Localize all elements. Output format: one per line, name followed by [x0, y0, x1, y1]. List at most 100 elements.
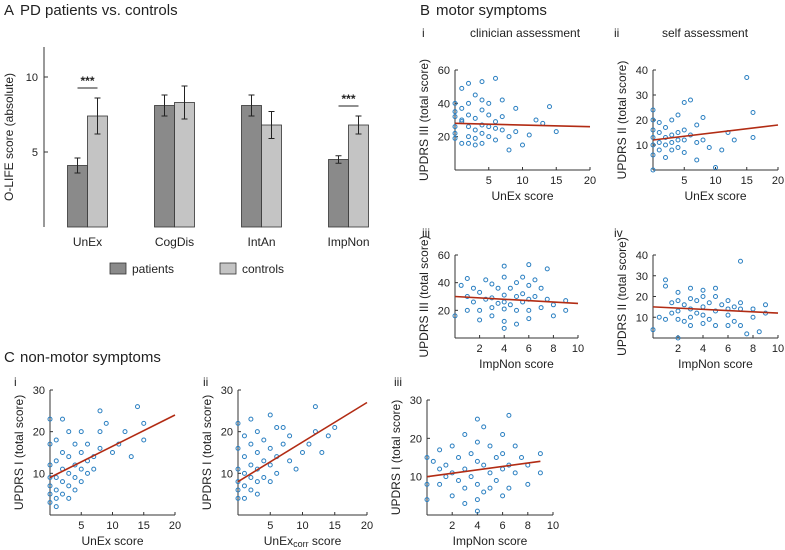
data-point — [466, 80, 471, 86]
x-tick-label: 6 — [500, 520, 506, 532]
data-point — [489, 281, 495, 287]
data-point — [424, 455, 430, 460]
data-point — [474, 416, 480, 422]
data-point — [553, 129, 559, 135]
data-point — [452, 109, 458, 115]
data-point — [462, 466, 468, 472]
bar-chart-pd-vs-controls: 5 10 O-LIFE score (absolute) UnEx CogDis IntA… — [2, 47, 370, 276]
data-point — [437, 481, 443, 487]
y-tick-label: 40 — [438, 278, 450, 290]
data-point — [274, 425, 280, 430]
bar-patients — [67, 165, 88, 228]
x-tick-label: 15 — [329, 520, 341, 532]
significance-label: *** — [80, 74, 94, 88]
data-point — [479, 140, 485, 146]
y-tick-label: 10 — [26, 72, 38, 84]
data-point — [520, 142, 525, 148]
x-axis-label: UnEx score — [684, 189, 746, 203]
data-point — [47, 475, 53, 480]
data-point — [663, 283, 668, 289]
data-point — [544, 296, 550, 302]
data-point — [470, 285, 476, 291]
data-point — [306, 441, 312, 447]
y-tick-label: 20 — [410, 433, 422, 445]
x-tick-label: 5 — [267, 520, 273, 532]
data-point — [53, 437, 59, 443]
data-point — [663, 277, 668, 283]
data-point — [300, 450, 305, 455]
data-point — [47, 500, 53, 505]
data-point — [563, 307, 569, 313]
data-point — [78, 429, 84, 435]
data-point — [681, 100, 687, 105]
data-point — [487, 485, 493, 491]
x-tick-label: 15 — [741, 175, 753, 187]
data-point — [287, 433, 293, 439]
data-point — [254, 479, 260, 485]
data-point — [462, 432, 468, 437]
data-point — [499, 97, 505, 103]
data-point — [481, 462, 487, 468]
data-point — [267, 462, 273, 468]
data-point — [241, 483, 247, 489]
data-point — [663, 142, 668, 148]
data-point — [520, 274, 526, 280]
data-point — [663, 155, 668, 160]
scatter-c-ii: ii 5 10 15 20 10 20 30 UnExcorr score UPDRS I (to… — [200, 375, 373, 549]
x-tick-label: 2 — [477, 343, 483, 355]
data-point — [688, 314, 693, 320]
data-point — [669, 300, 675, 306]
x-axis-label: UnExcorr score — [264, 534, 342, 549]
data-point — [738, 258, 743, 264]
data-point — [489, 305, 495, 311]
section-a-title: PD patients vs. controls — [20, 2, 178, 19]
data-point — [744, 75, 750, 80]
data-point — [424, 481, 430, 487]
data-point — [254, 491, 260, 497]
panel-subtitle: clinician assessment — [470, 26, 581, 40]
data-point — [66, 483, 72, 489]
data-point — [235, 445, 241, 451]
y-tick-label: 10 — [636, 140, 648, 152]
data-point — [675, 145, 681, 150]
x-tick-label: 8 — [750, 343, 756, 355]
data-point — [550, 313, 556, 319]
data-point — [452, 313, 458, 319]
data-point — [719, 147, 725, 153]
data-point — [487, 470, 493, 476]
data-point — [650, 107, 656, 113]
data-point — [675, 130, 681, 135]
data-point — [60, 416, 65, 422]
data-point — [526, 132, 532, 138]
data-point — [66, 454, 72, 460]
y-tick-label: 5 — [32, 147, 38, 159]
data-point — [731, 137, 737, 143]
data-point — [501, 274, 507, 280]
y-tick-label: 30 — [636, 90, 648, 102]
data-point — [466, 112, 471, 118]
x-tick-label: 8 — [525, 520, 531, 532]
data-point — [472, 142, 478, 148]
data-point — [66, 470, 72, 476]
x-tick-label: 10 — [516, 175, 528, 187]
data-point — [694, 157, 700, 163]
data-point — [481, 489, 487, 495]
data-point — [538, 305, 544, 311]
data-point — [449, 443, 455, 449]
x-tick-label: 20 — [584, 175, 596, 187]
panel-label: iv — [614, 226, 623, 240]
data-point — [650, 152, 656, 158]
bar-controls — [261, 124, 282, 228]
data-point — [248, 475, 254, 480]
y-axis-label: UPDRS III (total score) — [417, 235, 431, 357]
data-point — [700, 304, 706, 310]
data-point — [53, 495, 59, 501]
data-point — [681, 318, 687, 324]
scatter-c-i: i 5 10 15 20 10 20 30 UnEx score UPDRS I (total s… — [12, 375, 181, 548]
data-point — [459, 85, 465, 91]
data-point — [466, 140, 471, 146]
x-axis-label: UnEx score — [491, 189, 553, 203]
data-point — [47, 491, 53, 497]
data-point — [547, 104, 552, 110]
